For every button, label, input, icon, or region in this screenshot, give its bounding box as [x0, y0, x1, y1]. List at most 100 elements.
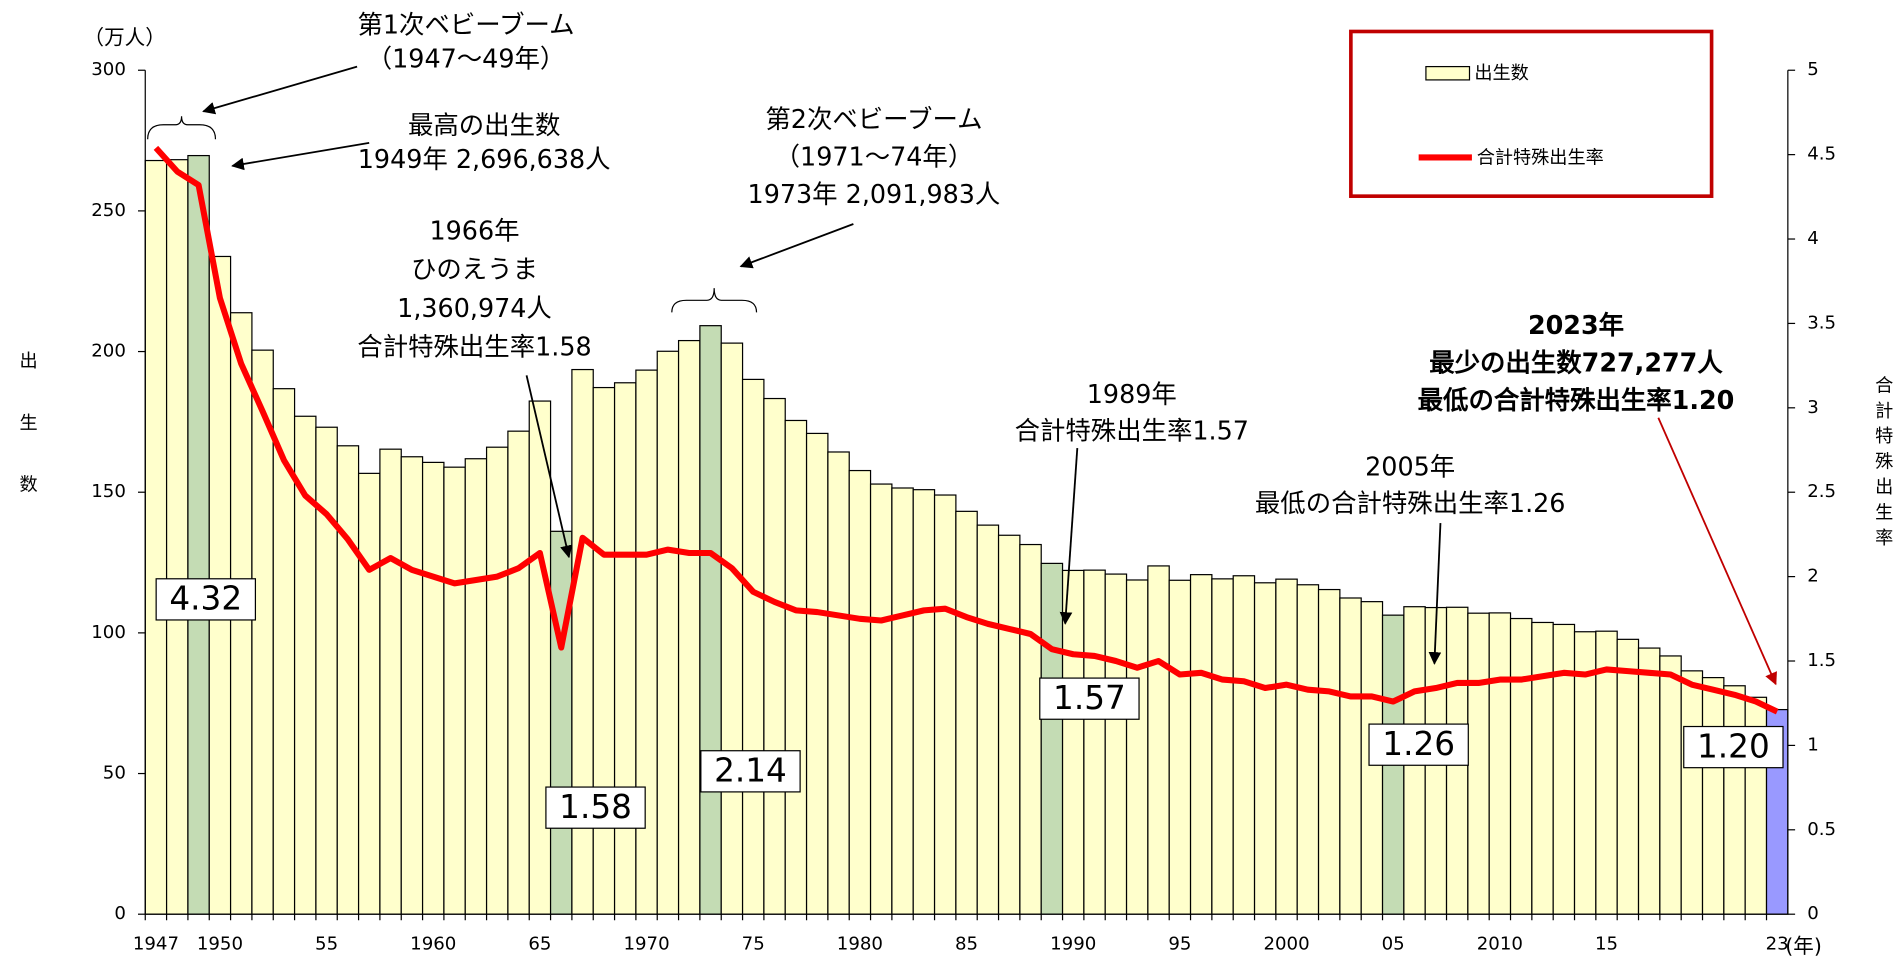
x-tick-label: 75	[742, 933, 765, 954]
bar	[720, 342, 744, 915]
bar	[400, 456, 424, 915]
x-tick-label: 85	[955, 933, 978, 954]
bar	[1701, 677, 1725, 915]
bar	[1317, 588, 1341, 915]
bar	[1019, 543, 1042, 915]
annotation: 最少の出生数727,277人	[1429, 347, 1723, 377]
annotation: 最高の出生数	[408, 110, 560, 140]
y2-tick-label: 0	[1807, 903, 1819, 924]
annotation-arrow	[739, 223, 854, 269]
x-tick-label: 2010	[1477, 933, 1523, 954]
x-tick-label: 55	[315, 933, 338, 954]
bar	[1488, 612, 1512, 915]
annotation: 最低の合計特殊出生率1.20	[1418, 385, 1735, 415]
value-label: 1.58	[559, 788, 632, 826]
bar	[443, 466, 466, 915]
bar	[592, 386, 616, 915]
bar	[827, 451, 850, 915]
bar	[677, 339, 701, 915]
y2-tick-label: 1	[1807, 734, 1819, 755]
x-tick-label: 05	[1382, 933, 1405, 954]
bar	[912, 489, 936, 915]
annotation-arrow	[231, 141, 370, 171]
value-label-box	[545, 786, 646, 829]
bar	[1723, 685, 1746, 915]
annotation: 第2次ベビーブーム	[765, 104, 982, 134]
bar	[848, 469, 872, 915]
value-label: 4.32	[169, 580, 242, 618]
bar	[1531, 621, 1554, 915]
x-unit: (年)	[1785, 934, 1822, 958]
bar	[763, 397, 786, 915]
value-label-box	[1039, 677, 1140, 720]
annotation: 1973年 2,091,983人	[748, 179, 1001, 209]
x-tick-label: 1990	[1050, 933, 1096, 954]
x-tick-label: 1950	[197, 933, 243, 954]
annotation: 1,360,974人	[397, 293, 552, 323]
y-tick-label: 300	[91, 59, 126, 80]
brace	[147, 116, 217, 140]
annotation: 第1次ベビーブーム	[357, 10, 574, 40]
bar	[1275, 578, 1298, 915]
bar	[1509, 617, 1533, 915]
annotation: ひのえうま	[411, 254, 538, 284]
bar	[421, 461, 445, 915]
y-tick-label: 200	[91, 341, 126, 362]
y-tick-label: 100	[91, 622, 126, 643]
bar	[976, 524, 1000, 915]
bar	[571, 368, 594, 915]
y2-tick-label: 3	[1807, 397, 1819, 418]
x-tick-label: 95	[1168, 933, 1191, 954]
y-axis-title: 出生数	[17, 351, 38, 536]
x-tick-label: 15	[1595, 933, 1618, 954]
bar	[805, 432, 829, 915]
value-label: 1.26	[1382, 725, 1455, 763]
bar	[549, 530, 573, 915]
bar	[1083, 569, 1106, 915]
bar	[357, 472, 381, 915]
bar	[464, 458, 488, 915]
annotation-arrow	[202, 65, 358, 115]
value-label: 2.14	[714, 752, 787, 790]
bar	[1125, 579, 1149, 915]
value-label: 1.20	[1697, 727, 1770, 765]
bar	[1168, 579, 1192, 915]
y2-axis-title: 合計特殊出生率	[1872, 375, 1893, 553]
x-tick-label: 2000	[1263, 933, 1309, 954]
x-tick-label: 23	[1766, 933, 1789, 954]
annotation-arrow	[1657, 417, 1777, 686]
value-label: 1.57	[1053, 679, 1126, 717]
annotation-arrow	[1428, 523, 1442, 665]
brace	[671, 288, 758, 313]
x-tick-label: 1980	[837, 933, 883, 954]
bar	[699, 325, 722, 915]
y2-tick-label: 2	[1807, 566, 1819, 587]
value-label-box	[155, 578, 257, 621]
bar	[1232, 575, 1256, 915]
bar	[891, 487, 914, 915]
y-tick-label: 250	[91, 200, 126, 221]
annotation: 合計特殊出生率1.57	[1015, 415, 1249, 445]
bar	[1637, 647, 1661, 915]
annotation: 1966年	[429, 215, 519, 245]
value-label-box	[1683, 725, 1784, 769]
bar	[485, 446, 509, 915]
bar	[507, 430, 530, 915]
bar	[635, 369, 658, 915]
bar	[997, 534, 1021, 915]
annotation: 2023年	[1528, 310, 1624, 340]
bar	[869, 483, 893, 915]
y-unit: （万人）	[84, 26, 166, 50]
y2-tick-label: 4	[1807, 228, 1819, 249]
x-tick-label: 65	[528, 933, 551, 954]
legend-label: 合計特殊出生率	[1477, 148, 1604, 169]
bar	[1147, 565, 1170, 915]
bar	[1296, 584, 1320, 915]
annotation-arrow	[1059, 447, 1079, 625]
y-tick-label: 150	[91, 481, 126, 502]
y2-tick-label: 5	[1807, 59, 1819, 80]
x-tick-label: 1970	[623, 933, 669, 954]
bar	[1211, 578, 1234, 915]
